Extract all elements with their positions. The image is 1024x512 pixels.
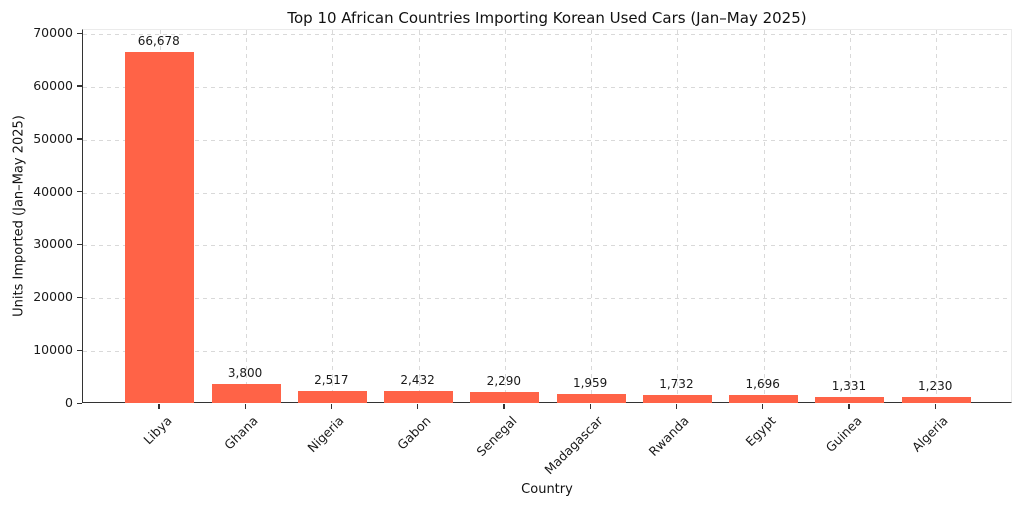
bar-value-label: 66,678	[137, 33, 180, 48]
y-tick-label: 70000	[33, 25, 73, 40]
gridline-vertical	[591, 30, 593, 402]
plot-area	[82, 29, 1012, 403]
y-tick-mark	[77, 85, 82, 87]
x-tick-label-madagascar: Madagascar	[541, 413, 606, 478]
chart-title: Top 10 African Countries Importing Korea…	[287, 9, 807, 27]
gridline-vertical	[677, 30, 679, 402]
bar-value-label: 1,696	[745, 377, 780, 392]
y-tick-label: 20000	[33, 289, 73, 305]
y-tick-mark	[77, 349, 82, 351]
x-tick-label-ghana: Ghana	[221, 413, 261, 453]
x-tick-label-rwanda: Rwanda	[645, 413, 693, 460]
x-tick-mark	[330, 404, 333, 409]
bar-libya	[125, 51, 195, 403]
y-tick-label: 60000	[33, 77, 73, 93]
x-tick-label-libya: Libya	[140, 413, 175, 448]
bar-value-label: 1,230	[918, 379, 953, 394]
gridline-horizontal	[83, 86, 1011, 88]
bar-value-label: 1,732	[659, 376, 694, 391]
bar-algeria	[901, 397, 971, 403]
gridline-horizontal	[83, 351, 1011, 353]
gridline-vertical	[504, 30, 506, 402]
y-tick-mark	[77, 138, 82, 140]
y-tick-label: 40000	[33, 183, 73, 199]
x-tick-label-egypt: Egypt	[742, 413, 779, 450]
y-tick-label: 10000	[33, 342, 73, 358]
x-tick-mark	[848, 404, 850, 409]
x-tick-mark	[762, 404, 764, 409]
x-tick-mark	[589, 404, 591, 409]
bar-value-label: 2,432	[400, 373, 435, 388]
y-tick-mark	[77, 243, 82, 246]
gridline-horizontal	[83, 245, 1011, 247]
x-axis-label: Country	[521, 482, 573, 497]
gridline-horizontal	[83, 139, 1011, 141]
gridline-horizontal	[83, 34, 1011, 35]
x-tick-label-guinea: Guinea	[822, 413, 865, 455]
y-tick-label: 0	[65, 395, 73, 410]
bar-value-label: 1,959	[572, 375, 608, 390]
x-tick-label-gabon: Gabon	[393, 413, 434, 453]
x-tick-mark	[934, 404, 937, 409]
x-tick-mark	[158, 404, 160, 409]
y-tick-mark	[77, 32, 82, 34]
bar-senegal	[470, 391, 540, 403]
bar-nigeria	[297, 390, 367, 403]
bar-value-label: 1,331	[831, 378, 867, 393]
x-tick-label-senegal: Senegal	[473, 413, 520, 460]
bar-guinea	[815, 396, 885, 403]
gridline-vertical	[332, 30, 334, 402]
x-tick-label-nigeria: Nigeria	[304, 413, 347, 456]
x-tick-mark	[503, 404, 505, 409]
gridline-vertical	[246, 30, 248, 402]
bar-ghana	[211, 383, 281, 403]
y-tick-mark	[77, 296, 82, 299]
x-tick-mark	[244, 404, 246, 409]
bar-gabon	[384, 391, 454, 403]
gridline-vertical	[849, 30, 851, 402]
x-tick-label-algeria: Algeria	[909, 413, 951, 455]
y-tick-label: 50000	[33, 130, 73, 146]
x-tick-mark	[417, 404, 419, 409]
gridline-horizontal	[83, 298, 1011, 300]
y-tick-mark	[77, 191, 82, 193]
bar-madagascar	[556, 393, 626, 403]
bar-value-label: 3,800	[227, 365, 263, 380]
bar-value-label: 2,517	[314, 372, 349, 387]
bar-rwanda	[642, 394, 712, 403]
bar-egypt	[729, 395, 799, 403]
gridline-vertical	[936, 30, 938, 402]
bar-value-label: 2,290	[486, 373, 522, 388]
x-tick-mark	[675, 404, 678, 409]
gridline-vertical	[418, 30, 420, 402]
y-tick-label: 30000	[33, 236, 73, 252]
gridline-vertical	[763, 30, 765, 402]
gridline-horizontal	[83, 192, 1011, 194]
y-tick-mark	[77, 402, 82, 404]
